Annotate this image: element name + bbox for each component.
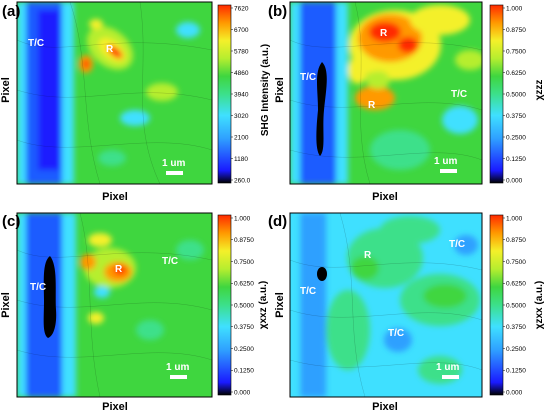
region-label: T/C	[449, 239, 465, 250]
colorbar-tick-label: 0.8750	[234, 237, 254, 244]
colorbar	[489, 214, 504, 396]
panel-a: (a) T/C R 1 um Pixel Pixel 7620 6700 5780 4…	[0, 1, 271, 203]
scale-bar-label: 1 um	[166, 362, 189, 373]
panel-label-c: (c)	[2, 213, 20, 230]
panel-b: (b) R T/C R T/C 1 um Pixel Pixel 1.000 0.…	[268, 1, 545, 203]
panel-label-a: (a)	[2, 3, 20, 20]
y-axis-label: Pixel	[274, 77, 286, 103]
colorbar-tick-label: 1.000	[506, 5, 523, 12]
region-label: T/C	[300, 72, 316, 83]
colorbar-tick-label: 0.1250	[506, 156, 526, 163]
colorbar-tick-label: 0.2500	[506, 134, 526, 141]
region-label: R	[115, 264, 123, 275]
colorbar-tick-label: 0.8750	[506, 27, 526, 34]
colorbar-tick-label: 0.000	[506, 389, 523, 396]
colorbar-tick-label: 260.0	[234, 177, 251, 184]
region-label: R	[106, 44, 114, 55]
colorbar-tick-label: 1.000	[506, 215, 523, 222]
region-label: R	[364, 250, 372, 261]
region-label: T/C	[388, 328, 404, 339]
scale-bar	[440, 169, 457, 173]
panel-d: (d) T/C R T/C T/C 1 um Pixel Pixel 1.000…	[268, 212, 545, 413]
colorbar	[217, 4, 232, 184]
region-label: R	[380, 28, 388, 39]
colorbar-tick-label: 0.6250	[506, 281, 526, 288]
region-label: T/C	[28, 38, 44, 49]
colorbar-ticks: 7620 6700 5780 4860 3940 3020 2100 1180 260.0	[231, 5, 251, 184]
x-axis-label: Pixel	[372, 401, 398, 413]
panel-label-b: (b)	[268, 3, 287, 20]
region-label: T/C	[300, 286, 316, 297]
colorbar-tick-label: 0.5000	[506, 302, 526, 309]
panel-c: (c) T/C R T/C 1 um Pixel Pixel 1.000 0.87…	[0, 212, 269, 413]
colorbar-tick-label: 0.8750	[506, 237, 526, 244]
colorbar-label: χzxx (a.u.)	[534, 281, 545, 330]
colorbar-tick-label: 0.2500	[234, 346, 254, 353]
colorbar-tick-label: 0.2500	[506, 346, 526, 353]
region-label: T/C	[30, 282, 46, 293]
colorbar-tick-label: 0.1250	[234, 368, 254, 375]
region-label: T/C	[162, 256, 178, 267]
colorbar-tick-label: 0.000	[506, 177, 523, 184]
colorbar-label: χxxz (a.u.)	[258, 281, 269, 330]
colorbar-tick-label: 0.3750	[234, 324, 254, 331]
colorbar-ticks: 1.000 0.8750 0.7500 0.6250 0.5000 0.3750 0.250…	[231, 215, 254, 396]
colorbar-tick-label: 0.7500	[506, 259, 526, 266]
scale-bar	[170, 375, 187, 379]
colorbar-tick-label: 3020	[234, 113, 249, 120]
colorbar-tick-label: 4860	[234, 70, 249, 77]
scale-bar-label: 1 um	[436, 362, 459, 373]
colorbar-tick-label: 1.000	[234, 215, 251, 222]
colorbar-tick-label: 0.1250	[506, 368, 526, 375]
y-axis-label: Pixel	[0, 292, 12, 318]
colorbar-tick-label: 0.000	[234, 389, 251, 396]
x-axis-label: Pixel	[372, 191, 398, 203]
heatmap-d	[290, 213, 482, 397]
region-label: R	[368, 100, 376, 111]
region-label: T/C	[451, 89, 467, 100]
colorbar-tick-label: 0.5000	[234, 302, 254, 309]
scale-bar-label: 1 um	[434, 156, 457, 167]
colorbar-label: χzzz	[534, 80, 545, 101]
heatmap-a	[17, 2, 212, 184]
heatmap-b	[290, 2, 482, 184]
colorbar-tick-label: 0.3750	[506, 324, 526, 331]
colorbar-tick-label: 5780	[234, 48, 249, 55]
colorbar-tick-label: 0.7500	[506, 48, 526, 55]
colorbar-label: SHG Intensity (a.u.)	[260, 44, 271, 136]
scale-bar	[166, 171, 183, 175]
y-axis-label: Pixel	[274, 292, 286, 318]
colorbar-tick-label: 0.7500	[234, 259, 254, 266]
scale-bar	[442, 375, 459, 379]
x-axis-label: Pixel	[102, 401, 128, 413]
x-axis-label: Pixel	[102, 191, 128, 203]
colorbar-ticks: 1.000 0.8750 0.7500 0.6250 0.5000 0.3750 0.250…	[503, 215, 526, 396]
colorbar-tick-label: 2100	[234, 134, 249, 141]
colorbar-tick-label: 7620	[234, 5, 249, 12]
colorbar-ticks: 1.000 0.8750 0.7500 0.6250 0.5000 0.3750 0.250…	[503, 5, 526, 184]
y-axis-label: Pixel	[0, 77, 12, 103]
colorbar-tick-label: 6700	[234, 27, 249, 34]
colorbar	[489, 4, 504, 184]
heatmap-c	[17, 213, 212, 397]
colorbar-tick-label: 0.6250	[506, 70, 526, 77]
colorbar	[217, 214, 232, 396]
colorbar-tick-label: 0.5000	[506, 91, 526, 98]
colorbar-tick-label: 1180	[234, 156, 248, 163]
panel-label-d: (d)	[268, 213, 287, 230]
colorbar-tick-label: 0.3750	[506, 113, 526, 120]
colorbar-tick-label: 0.6250	[234, 281, 254, 288]
colorbar-tick-label: 3940	[234, 91, 249, 98]
scale-bar-label: 1 um	[162, 158, 185, 169]
